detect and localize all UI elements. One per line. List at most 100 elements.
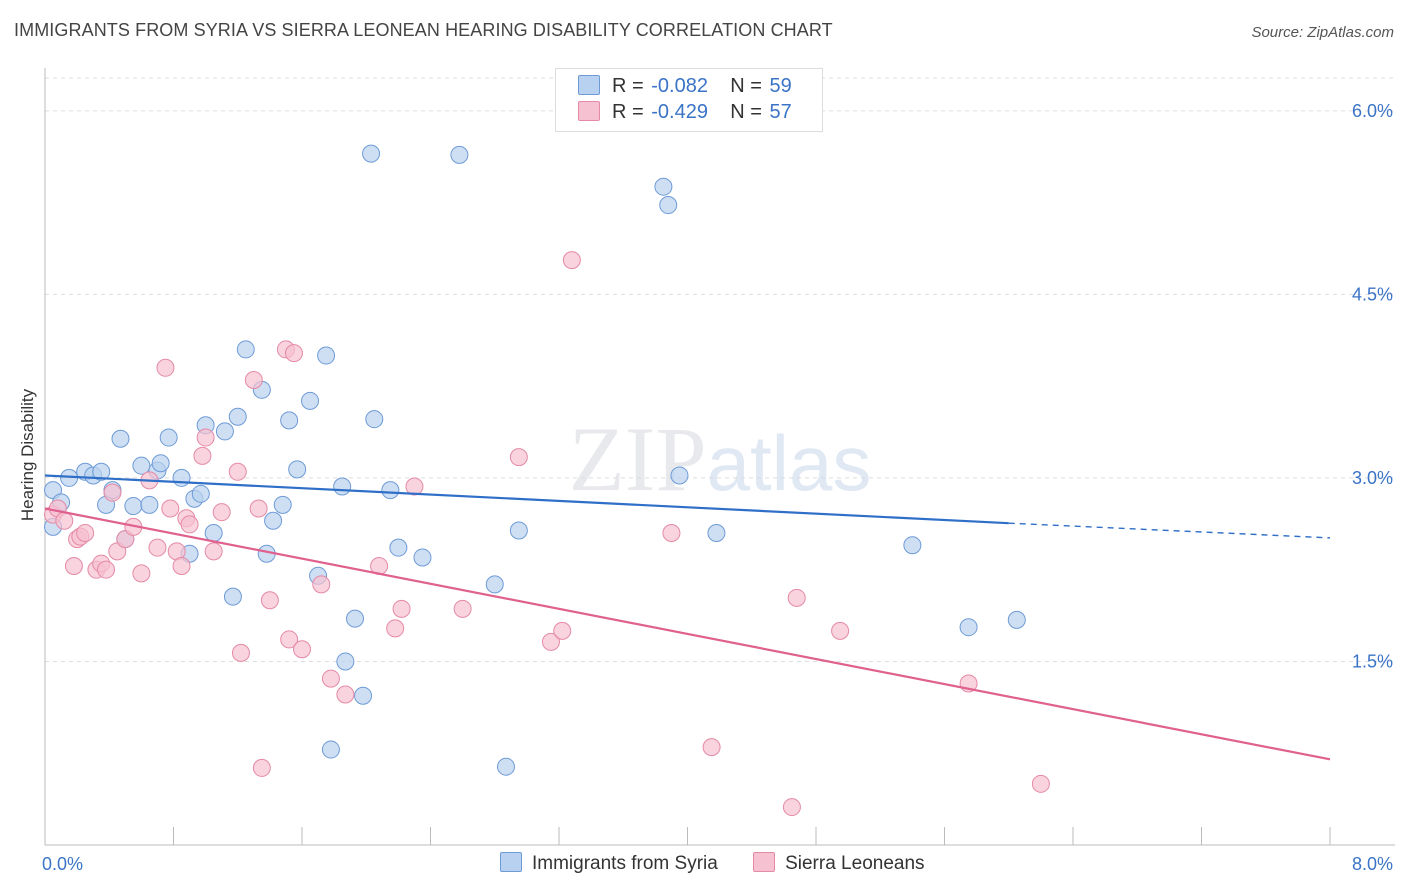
y-tick-label: 4.5% [1352, 284, 1393, 304]
point-sierra [541, 632, 560, 651]
legend-row-syria: R = -0.082 N = 59 [578, 75, 792, 101]
n-value: 59 [769, 75, 792, 97]
point-sierra [336, 685, 355, 704]
point-sierra [148, 538, 167, 557]
point-syria [346, 609, 365, 628]
point-sierra [509, 448, 528, 467]
n-value: 57 [769, 101, 792, 123]
n-label: N = [730, 101, 762, 123]
series-legend: Immigrants from Syria Sierra Leoneans [500, 852, 955, 875]
point-syria [485, 575, 504, 594]
point-syria [389, 538, 408, 557]
trend-line-sierra [44, 507, 1331, 761]
point-syria [124, 497, 143, 516]
y-tick-label: 3.0% [1352, 468, 1393, 488]
source-label: Source: ZipAtlas.com [1251, 24, 1394, 41]
point-syria [354, 686, 373, 705]
chart-title: IMMIGRANTS FROM SYRIA VS SIERRA LEONEAN … [14, 20, 833, 40]
point-sierra [156, 358, 175, 377]
legend-swatch-sierra [753, 852, 776, 872]
point-sierra [260, 591, 279, 610]
point-syria [204, 523, 223, 542]
point-syria [336, 652, 355, 671]
legend-label-sierra: Sierra Leoneans [785, 853, 925, 874]
point-sierra [161, 499, 180, 518]
point-syria [172, 468, 191, 487]
point-syria [362, 144, 381, 163]
watermark: ZIPatlas [569, 408, 872, 510]
point-sierra [312, 575, 331, 594]
legend-label-syria: Immigrants from Syria [532, 853, 718, 874]
point-sierra [103, 483, 122, 502]
point-syria [413, 548, 432, 567]
point-syria [223, 587, 242, 606]
point-sierra [212, 503, 231, 522]
point-sierra [405, 477, 424, 496]
point-syria [288, 460, 307, 479]
r-value: -0.429 [651, 101, 708, 123]
point-syria [317, 346, 336, 365]
points [44, 144, 1050, 817]
point-sierra [386, 619, 405, 638]
point-syria [151, 454, 170, 473]
point-sierra [831, 621, 850, 640]
point-syria [496, 757, 515, 776]
point-sierra [244, 371, 263, 390]
point-sierra [782, 798, 801, 817]
point-sierra [252, 758, 271, 777]
point-syria [321, 740, 340, 759]
point-syria [959, 618, 978, 637]
legend-row-sierra: R = -0.429 N = 57 [578, 101, 792, 127]
r-label: R = [612, 101, 644, 123]
legend-item-sierra: Sierra Leoneans [753, 852, 925, 875]
trend-lines [44, 474, 1331, 761]
point-sierra [280, 630, 299, 649]
axes [44, 68, 1395, 846]
point-syria [280, 411, 299, 430]
point-syria [228, 407, 247, 426]
point-sierra [662, 523, 681, 542]
point-syria [654, 177, 673, 196]
point-sierra [562, 251, 581, 270]
point-syria [659, 196, 678, 215]
point-sierra [172, 557, 191, 576]
point-syria [264, 511, 283, 530]
r-label: R = [612, 75, 644, 97]
point-syria [450, 145, 469, 164]
point-sierra [321, 669, 340, 688]
point-sierra [204, 542, 223, 561]
point-syria [92, 462, 111, 481]
point-sierra [284, 344, 303, 363]
legend-swatch-syria [500, 852, 522, 872]
grid [45, 77, 1395, 662]
point-syria [903, 536, 922, 555]
tick-labels: 1.5% 3.0% 4.5% 6.0% 0.0% 8.0% [42, 101, 1393, 874]
point-syria [191, 484, 210, 503]
point-sierra [787, 588, 806, 607]
legend-item-syria: Immigrants from Syria [500, 852, 718, 875]
point-sierra [392, 599, 411, 618]
point-syria [1007, 610, 1026, 629]
point-syria [509, 521, 528, 540]
point-syria [132, 456, 151, 475]
point-syria [273, 495, 292, 514]
point-syria [333, 477, 352, 496]
point-sierra [553, 621, 572, 640]
point-syria [381, 481, 400, 500]
y-tick-label: 1.5% [1352, 651, 1393, 671]
trend-line-syria [44, 474, 1009, 525]
point-sierra [76, 523, 95, 542]
point-syria [140, 495, 159, 514]
y-tick-label: 6.0% [1352, 101, 1393, 121]
point-syria [111, 429, 130, 448]
point-sierra [196, 428, 215, 447]
point-syria [670, 466, 689, 485]
y-axis-label: Hearing Disability [18, 388, 37, 521]
point-sierra [180, 515, 199, 534]
point-sierra [97, 560, 116, 579]
point-syria [215, 422, 234, 441]
x-tick-label: 8.0% [1352, 854, 1393, 874]
point-sierra [132, 564, 151, 583]
point-sierra [249, 499, 268, 518]
